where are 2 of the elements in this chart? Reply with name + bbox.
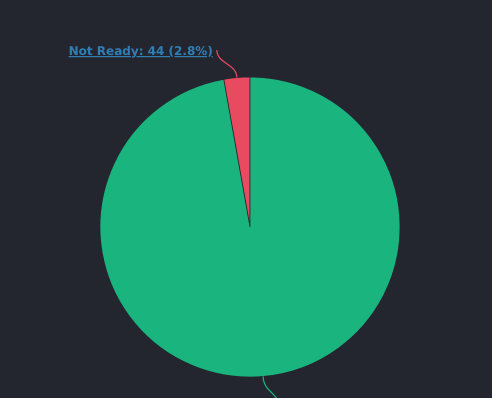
pie-slice (100, 76, 400, 378)
slice-label: Not Ready: 44 (2.8%) (68, 44, 213, 58)
